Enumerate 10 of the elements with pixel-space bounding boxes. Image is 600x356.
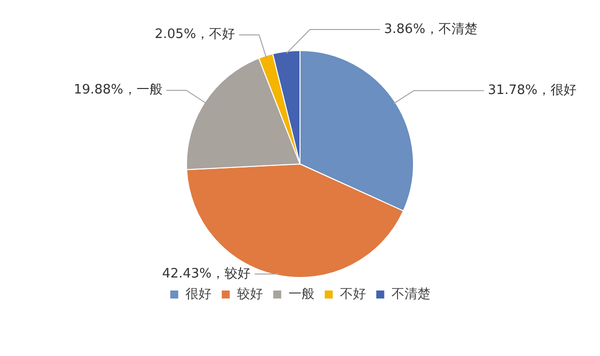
legend-label: 不清楚 xyxy=(391,286,430,302)
legend-label: 一般 xyxy=(288,286,314,302)
legend-label: 很好 xyxy=(185,286,212,302)
data-label: 31.78%，很好 xyxy=(488,82,576,98)
legend-label: 不好 xyxy=(340,286,366,302)
data-label: 19.88%，一般 xyxy=(74,82,162,98)
legend-label: 较好 xyxy=(236,286,263,302)
data-label: 3.86%，不清楚 xyxy=(384,22,478,37)
data-label: 2.05%，不好 xyxy=(154,27,236,42)
data-label: 42.43%，较好 xyxy=(162,266,251,282)
